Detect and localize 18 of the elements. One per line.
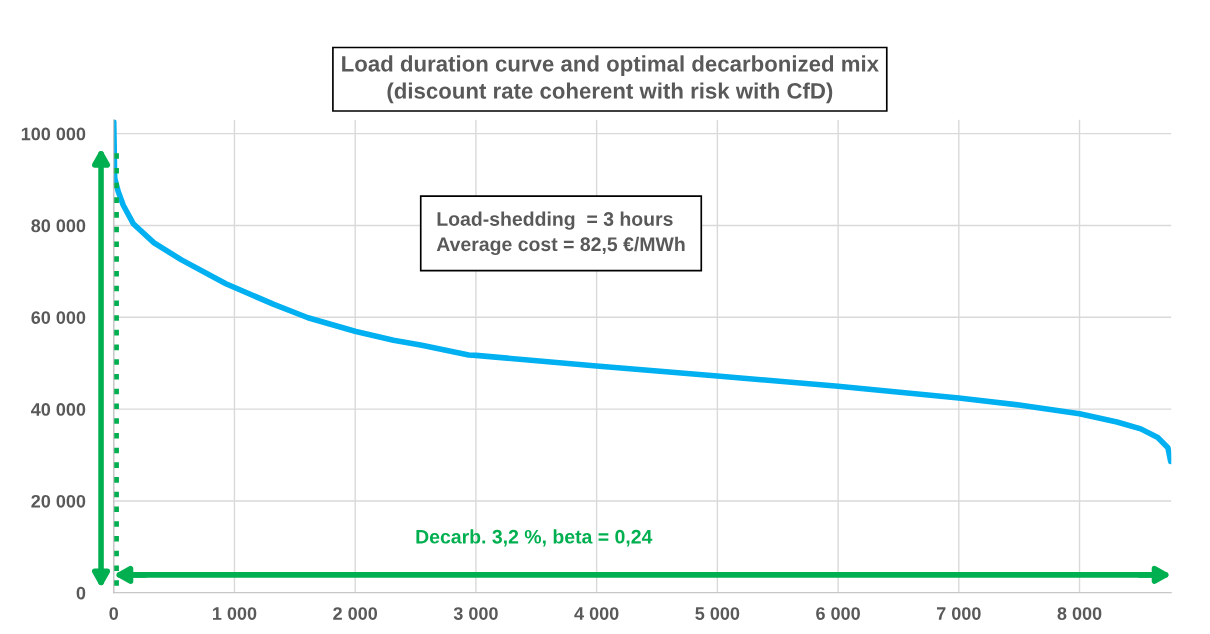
y-tick-label: 40 000: [31, 403, 86, 416]
y-tick-label: 60 000: [31, 311, 86, 324]
x-tick-label: 2 000: [333, 607, 378, 620]
x-tick-label: 1 000: [213, 607, 257, 620]
x-tick-label: 5 000: [695, 607, 740, 620]
annotation: Load-shedding = 3 hours Average cost = 82,5 €/MWh: [436, 211, 685, 256]
y-tick-label: 80 000: [31, 219, 86, 233]
x-tick-label: 4 000: [574, 607, 619, 620]
x-tick-label: 7 000: [936, 607, 981, 620]
y-tick-label: 20 000: [31, 494, 86, 508]
x-tick-label: 8 000: [1057, 607, 1102, 620]
x-tick-label: 3 000: [453, 607, 498, 620]
x-tick-label: 6 000: [816, 607, 860, 620]
y-tick-label: 0: [76, 586, 86, 600]
annotation: Decarb. 3,2 %, beta = 0,24: [416, 529, 653, 547]
x-tick-label: 0: [109, 607, 119, 620]
chart-title: Load duration curve and optimal decarbonized mix (discount rate coherent with risk with CfD): [342, 55, 879, 104]
y-tick-label: 100 000: [21, 127, 86, 141]
